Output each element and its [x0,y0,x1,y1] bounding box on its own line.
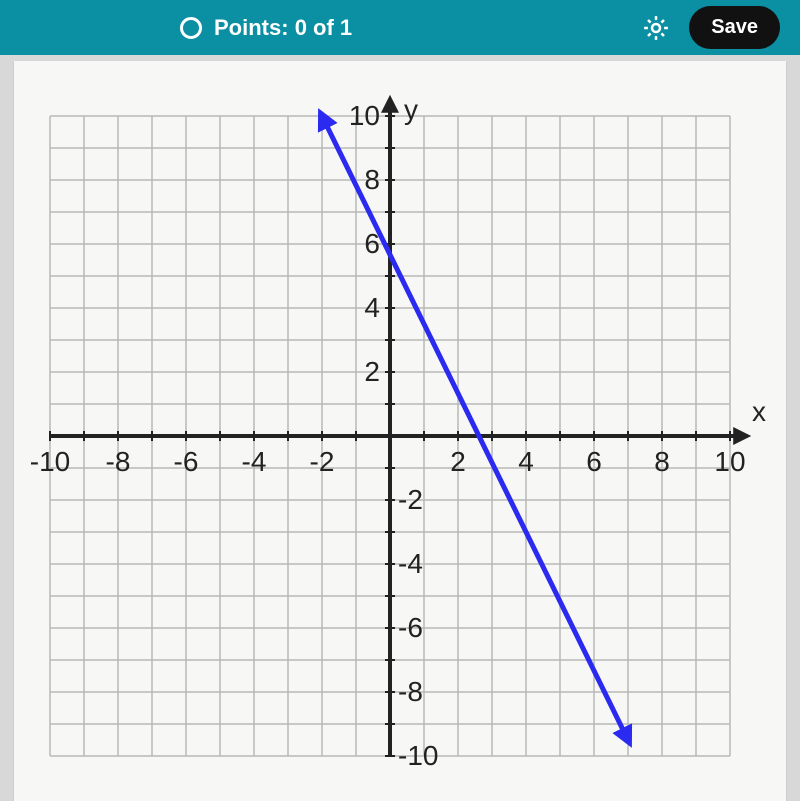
x-tick-label: 2 [450,446,466,478]
y-tick-label: -10 [398,740,438,772]
x-tick-label: -2 [310,446,335,478]
y-tick-label: 10 [349,100,380,132]
x-tick-label: 4 [518,446,534,478]
y-axis-label: y [404,94,418,126]
x-tick-label: 10 [714,446,745,478]
x-tick-label: 6 [586,446,602,478]
y-tick-label: 8 [364,164,380,196]
x-tick-label: -4 [242,446,267,478]
x-tick-label: -6 [174,446,199,478]
x-tick-label: -10 [30,446,70,478]
y-tick-label: 4 [364,292,380,324]
points-value: 0 of 1 [295,15,352,40]
x-tick-label: 8 [654,446,670,478]
y-tick-label: -8 [398,676,423,708]
header-right: Save [641,6,780,49]
points-label: Points: [214,15,289,40]
header-left: Points: 0 of 1 [180,15,352,41]
points-text: Points: 0 of 1 [214,15,352,41]
coordinate-chart: y x -10 -8 -6 -4 -2 2 4 6 8 10 -10 -8 -6 -4 -2 2 4 6 8 10 [30,86,770,776]
save-button[interactable]: Save [689,6,780,49]
gear-icon[interactable] [641,13,671,43]
x-axis-label: x [752,396,766,428]
chart-sheet: y x -10 -8 -6 -4 -2 2 4 6 8 10 -10 -8 -6 -4 -2 2 4 6 8 10 [14,61,786,801]
chart-svg [30,86,770,776]
x-tick-label: -8 [106,446,131,478]
y-tick-label: -2 [398,484,423,516]
y-tick-label: -6 [398,612,423,644]
y-tick-label: 6 [364,228,380,260]
header-bar: Points: 0 of 1 Save [0,0,800,55]
points-radio[interactable] [180,17,202,39]
y-tick-label: 2 [364,356,380,388]
y-tick-label: -4 [398,548,423,580]
